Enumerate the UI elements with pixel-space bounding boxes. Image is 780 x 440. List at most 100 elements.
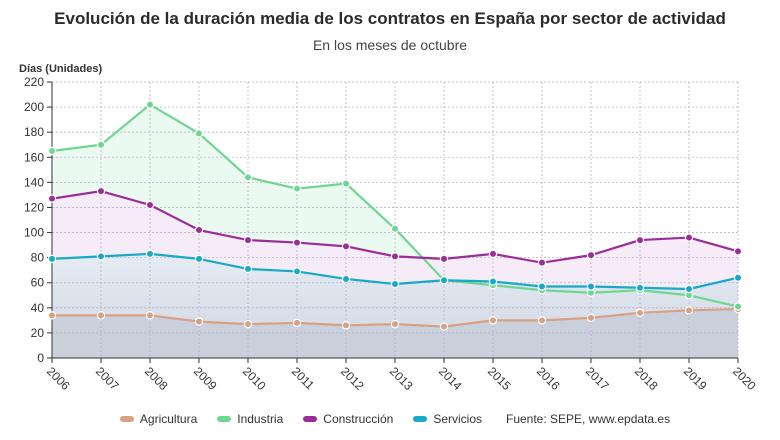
- data-point-industria: [390, 224, 400, 233]
- data-point-agricultura: [684, 306, 694, 315]
- data-point-construcción: [537, 258, 547, 267]
- data-point-industria: [243, 173, 253, 182]
- legend-swatch: [303, 416, 318, 422]
- y-tick-label: 20: [31, 326, 45, 340]
- data-point-industria: [194, 129, 204, 138]
- data-point-construcción: [96, 186, 106, 196]
- source-note: Fuente: SEPE, www.epdata.es: [506, 412, 671, 426]
- data-point-servicios: [341, 274, 351, 284]
- x-tick-label: 2020: [730, 364, 759, 393]
- data-point-industria: [47, 146, 57, 156]
- legend-label: Agricultura: [139, 412, 198, 426]
- data-point-construcción: [390, 252, 400, 261]
- data-point-construcción: [194, 225, 204, 235]
- legend-item-agricultura[interactable]: Agricultura: [119, 412, 198, 426]
- data-point-agricultura: [243, 319, 253, 329]
- x-tick-label: 2017: [583, 364, 612, 393]
- data-point-agricultura: [145, 311, 155, 320]
- area-fill-agricultura: [52, 309, 738, 358]
- legend-swatch: [413, 416, 428, 422]
- data-point-agricultura: [635, 308, 645, 318]
- data-point-construcción: [243, 235, 253, 245]
- data-point-servicios: [635, 283, 645, 292]
- legend: Agricultura Industria Construcción Servi…: [0, 412, 780, 426]
- y-tick-label: 40: [31, 301, 45, 315]
- data-point-industria: [733, 302, 743, 311]
- legend-item-industria[interactable]: Industria: [217, 412, 283, 426]
- legend-item-servicios[interactable]: Servicios: [413, 412, 482, 426]
- data-point-construcción: [488, 249, 498, 259]
- data-point-construcción: [47, 194, 57, 203]
- legend-label: Servicios: [433, 412, 482, 426]
- data-point-agricultura: [96, 311, 106, 320]
- y-tick-label: 160: [24, 150, 44, 164]
- x-tick-label: 2013: [387, 364, 416, 393]
- data-point-agricultura: [341, 321, 351, 330]
- y-tick-label: 80: [31, 251, 45, 265]
- data-point-construcción: [145, 200, 155, 210]
- legend-swatch: [119, 416, 134, 422]
- y-tick-label: 60: [31, 276, 45, 290]
- y-tick-label: 100: [24, 226, 44, 240]
- data-point-servicios: [537, 282, 547, 291]
- data-point-agricultura: [586, 313, 596, 323]
- data-point-servicios: [96, 252, 106, 261]
- data-point-agricultura: [194, 317, 204, 326]
- x-tick-label: 2012: [338, 364, 367, 393]
- y-tick-label: 220: [24, 75, 44, 89]
- data-point-agricultura: [390, 319, 400, 329]
- legend-label: Industria: [237, 412, 284, 426]
- data-point-servicios: [194, 254, 204, 264]
- legend-label: Construcción: [323, 412, 394, 426]
- data-point-industria: [145, 100, 155, 109]
- data-point-servicios: [292, 267, 302, 276]
- x-tick-label: 2008: [142, 364, 171, 393]
- data-point-servicios: [684, 284, 694, 294]
- x-tick-label: 2006: [44, 364, 73, 393]
- data-point-agricultura: [47, 311, 57, 320]
- x-tick-label: 2016: [534, 364, 563, 393]
- data-point-servicios: [733, 273, 743, 282]
- chart-subtitle: En los meses de octubre: [312, 37, 468, 53]
- x-tick-label: 2015: [485, 364, 514, 393]
- data-point-construcción: [586, 250, 596, 260]
- x-tick-label: 2019: [681, 364, 710, 393]
- y-axis-label: Días (Unidades): [19, 63, 103, 75]
- data-point-construcción: [635, 235, 645, 245]
- data-points: [47, 100, 743, 331]
- legend-item-construccion[interactable]: Construcción: [303, 412, 393, 426]
- x-tick-label: 2009: [191, 364, 220, 393]
- data-point-industria: [292, 184, 302, 193]
- legend-swatch: [217, 416, 232, 422]
- y-tick-label: 180: [24, 125, 44, 139]
- data-point-agricultura: [292, 318, 302, 328]
- line-chart: 0 20 40 60 80 100 120 140 160 180 200 220 2006 2007 20…: [24, 75, 759, 393]
- data-point-servicios: [439, 276, 449, 285]
- data-point-industria: [96, 140, 106, 149]
- data-point-agricultura: [439, 322, 449, 331]
- data-point-construcción: [439, 254, 449, 264]
- data-point-construcción: [733, 247, 743, 256]
- data-point-construcción: [292, 238, 302, 247]
- data-point-servicios: [47, 254, 57, 264]
- x-tick-label: 2018: [632, 364, 661, 393]
- data-point-agricultura: [488, 316, 498, 325]
- x-tick-label: 2011: [289, 364, 317, 392]
- y-tick-label: 0: [37, 351, 44, 365]
- data-point-servicios: [390, 279, 400, 289]
- x-tick-label: 2014: [436, 364, 465, 393]
- x-tick-label: 2010: [240, 364, 269, 393]
- x-tick-label: 2007: [93, 364, 122, 393]
- data-point-construcción: [684, 233, 694, 242]
- data-point-industria: [341, 179, 351, 188]
- data-point-servicios: [145, 249, 155, 259]
- data-point-servicios: [586, 282, 596, 291]
- data-point-agricultura: [537, 316, 547, 325]
- y-tick-label: 120: [24, 200, 44, 214]
- y-tick-label: 200: [24, 100, 44, 114]
- data-point-servicios: [243, 264, 253, 274]
- y-tick-label: 140: [24, 175, 44, 189]
- data-point-servicios: [488, 277, 498, 286]
- chart-title: Evolución de la duración media de los co…: [54, 9, 726, 28]
- data-point-construcción: [341, 242, 351, 251]
